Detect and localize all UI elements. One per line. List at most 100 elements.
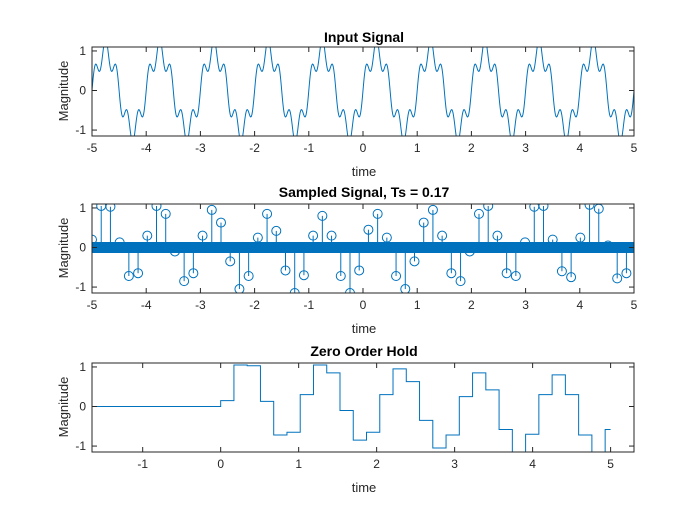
y-tick-label: 1 (79, 44, 86, 58)
y-tick-label: -1 (75, 280, 86, 294)
x-tick-label: 3 (451, 457, 458, 471)
x-tick-label: 1 (414, 298, 421, 312)
x-tick-label: 5 (631, 298, 638, 312)
input-signal-plot: Input Signal Magnitude time -5 -4 -3 -2 -1 0 1… (56, 29, 638, 179)
x-tick-label: 2 (373, 457, 380, 471)
stem-marker (206, 204, 217, 215)
stem-marker (538, 204, 549, 211)
stem-marker (612, 273, 623, 284)
y-tick-label: 0 (79, 400, 86, 414)
stem-marker (372, 208, 383, 219)
x-axis-label: time (352, 480, 377, 495)
y-tick-label: -1 (75, 123, 86, 137)
stem-marker (400, 284, 411, 293)
x-tick-label: -3 (195, 298, 206, 312)
stem-marker (344, 288, 355, 293)
stem-marker (501, 268, 512, 279)
sampled-signal-plot: Sampled Signal, Ts = 0.17 Magnitude time… (56, 184, 638, 336)
x-tick-label: 1 (295, 457, 302, 471)
x-tick-label: 4 (576, 298, 583, 312)
step-line (92, 364, 611, 452)
stem-marker (188, 268, 199, 279)
stem-marker (455, 276, 466, 287)
stem-marker (133, 268, 144, 279)
stem-marker (464, 246, 475, 257)
zero-order-hold-plot: Zero Order Hold Magnitude time -1 0 1 2 3 4 5-… (56, 343, 635, 495)
stem-marker (243, 270, 254, 281)
axes: -1 0 1 2 3 4 5 -1 0 1 (75, 360, 635, 471)
stem-marker (446, 268, 457, 279)
stem-marker (381, 232, 392, 243)
x-axis-label: time (352, 164, 377, 179)
stem-marker (621, 268, 632, 279)
stem-marker (298, 270, 309, 281)
stem-marker (575, 232, 586, 243)
stem-marker (363, 224, 374, 235)
x-tick-label: -5 (87, 298, 98, 312)
x-tick-label: 2 (468, 141, 475, 155)
stem-marker (409, 256, 420, 267)
x-tick-label: 4 (576, 141, 583, 155)
stem-marker (326, 230, 337, 241)
stem-marker (92, 234, 97, 245)
stem-marker (280, 265, 291, 276)
y-tick-label: 1 (79, 201, 86, 215)
chart-title: Sampled Signal, Ts = 0.17 (279, 184, 450, 200)
axes-box (91, 362, 635, 453)
stem-marker (418, 217, 429, 228)
stem-marker (169, 246, 180, 257)
plot-area (92, 204, 634, 293)
stem-marker (123, 270, 134, 281)
x-tick-label: 3 (522, 141, 529, 155)
stem-marker (197, 230, 208, 241)
stem-marker (335, 270, 346, 281)
axes: -5 -4 -3 -2 -1 0 1 2 3 4 5 -1 0 1 (75, 201, 637, 312)
stem-marker (483, 204, 494, 211)
stem-marker (602, 240, 613, 251)
stem-marker (308, 230, 319, 241)
y-axis-label: Magnitude (56, 61, 71, 122)
stem-marker (160, 208, 171, 219)
y-tick-label: -1 (75, 439, 86, 453)
x-tick-label: 0 (360, 141, 367, 155)
x-tick-label: -1 (303, 141, 314, 155)
stem-marker (354, 265, 365, 276)
series-line (92, 47, 634, 136)
stem-marker (520, 237, 531, 248)
axes: -5 -4 -3 -2 -1 0 1 2 3 4 5 -1 0 1 (75, 44, 637, 155)
x-tick-label: -1 (303, 298, 314, 312)
stem-marker (271, 225, 282, 236)
stem-marker (114, 237, 125, 248)
y-tick-label: 0 (79, 241, 86, 255)
x-tick-label: 4 (529, 457, 536, 471)
stem-marker (225, 256, 236, 267)
stem-marker (289, 288, 300, 293)
x-tick-label: 0 (360, 298, 367, 312)
stem-marker (556, 266, 567, 277)
stem-marker (317, 210, 328, 221)
stem-marker (437, 230, 448, 241)
x-tick-label: -4 (141, 141, 152, 155)
x-tick-label: 5 (607, 457, 614, 471)
stem-marker (234, 284, 245, 293)
y-tick-label: 1 (79, 360, 86, 374)
stem-marker (151, 204, 162, 211)
y-tick-label: 0 (79, 84, 86, 98)
y-axis-label: Magnitude (56, 377, 71, 438)
stem-marker (492, 230, 503, 241)
x-tick-label: 3 (522, 298, 529, 312)
x-tick-label: 0 (217, 457, 224, 471)
x-tick-label: -4 (141, 298, 152, 312)
plot-area (92, 364, 611, 452)
x-tick-label: 1 (414, 141, 421, 155)
stem-marker (427, 204, 438, 215)
stem-marker (262, 208, 273, 219)
stem-marker (473, 208, 484, 219)
chart-title: Input Signal (324, 29, 404, 45)
stem-marker (391, 270, 402, 281)
stem-marker (179, 276, 190, 287)
x-tick-label: 2 (468, 298, 475, 312)
y-axis-label: Magnitude (56, 218, 71, 279)
stem-marker (510, 270, 521, 281)
